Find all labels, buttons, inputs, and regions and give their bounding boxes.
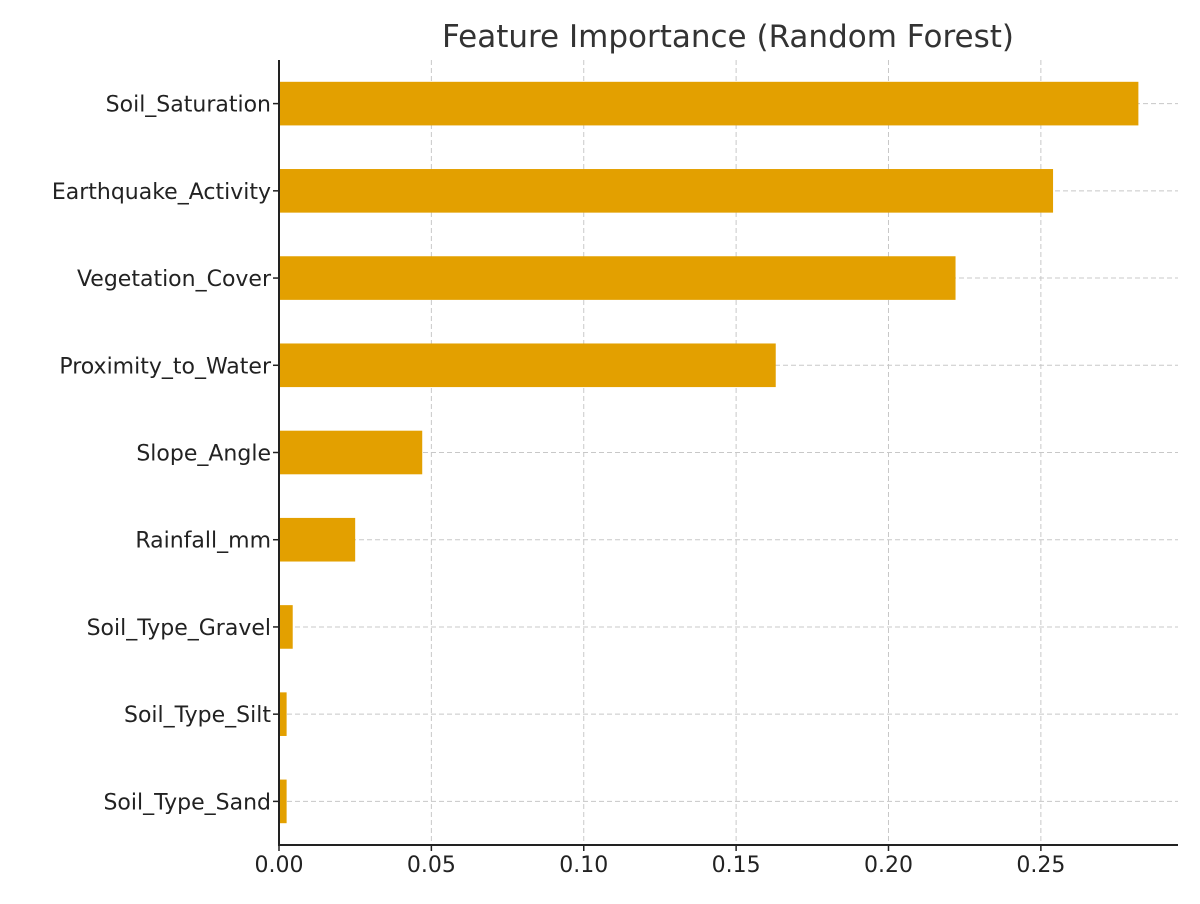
y-tick-label: Soil_Type_Silt bbox=[124, 703, 271, 728]
y-tick-label: Soil_Type_Gravel bbox=[87, 616, 271, 641]
y-tick-label: Soil_Type_Sand bbox=[103, 790, 271, 815]
bar-soil-type-sand bbox=[279, 779, 287, 824]
bar-rainfall-mm bbox=[279, 517, 356, 562]
x-tick-label: 0.00 bbox=[255, 853, 304, 878]
ticks-layer: 0.00 0.05 0.10 0.15 0.20 0.25 Soil_Saturation E… bbox=[52, 93, 1066, 878]
x-tick-label: 0.15 bbox=[712, 853, 761, 878]
x-tick-label: 0.05 bbox=[407, 853, 456, 878]
chart-title: Feature Importance (Random Forest) bbox=[442, 19, 1014, 55]
x-tick-label: 0.25 bbox=[1016, 853, 1065, 878]
bars-layer bbox=[279, 81, 1139, 824]
y-tick-label: Proximity_to_Water bbox=[59, 354, 272, 379]
bar-soil-type-gravel bbox=[279, 605, 293, 649]
bar-soil-type-silt bbox=[279, 692, 287, 736]
y-tick-label: Slope_Angle bbox=[136, 442, 271, 467]
y-tick-label: Earthquake_Activity bbox=[52, 180, 271, 205]
bar-soil-saturation bbox=[279, 81, 1139, 126]
bar-vegetation-cover bbox=[279, 256, 956, 300]
bar-earthquake-activity bbox=[279, 169, 1054, 213]
y-tick-label: Vegetation_Cover bbox=[77, 267, 272, 292]
y-tick-label: Rainfall_mm bbox=[135, 529, 271, 554]
bar-slope-angle bbox=[279, 430, 423, 475]
x-tick-label: 0.10 bbox=[559, 853, 608, 878]
bar-proximity-to-water bbox=[279, 343, 776, 388]
y-tick-label: Soil_Saturation bbox=[106, 93, 271, 118]
x-tick-label: 0.20 bbox=[864, 853, 913, 878]
